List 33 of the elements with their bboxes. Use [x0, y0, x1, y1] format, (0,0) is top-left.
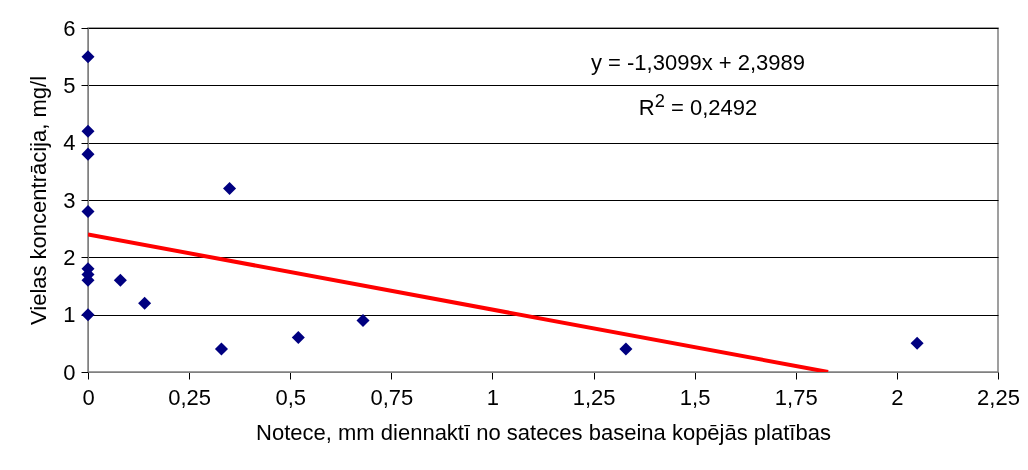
- point: [113, 273, 127, 287]
- x-tick-label: 0,5: [275, 384, 307, 410]
- x-tick-label: 1,75: [774, 384, 818, 410]
- x-tick-label: 1,25: [572, 384, 616, 410]
- point: [223, 182, 237, 196]
- point: [291, 331, 305, 345]
- y-tick-label: 2: [63, 244, 76, 270]
- annotation: R$^{2}$ = 0,2492: [637, 90, 759, 122]
- point: [356, 313, 370, 327]
- point: [81, 204, 95, 218]
- point: [910, 336, 924, 350]
- y-tick-label: 6: [63, 15, 76, 41]
- x-tick-label: 2,25: [977, 384, 1020, 410]
- point: [619, 342, 633, 356]
- annotation: y = -1,3099x + 2,3989: [589, 50, 807, 76]
- x-axis-title: Notece, mm diennaktī no sateces baseina kopējās platības: [256, 419, 831, 445]
- point: [214, 342, 228, 356]
- x-tick-label: 1,5: [679, 384, 711, 410]
- x-tick-label: 0,25: [168, 384, 212, 410]
- y-tick-label: 0: [63, 359, 76, 385]
- point: [81, 147, 95, 161]
- y-axis-title: Vielas koncentrācija, mg/l: [26, 75, 52, 326]
- x-tick-label: 0,75: [370, 384, 414, 410]
- y-tick-label: 3: [63, 187, 76, 213]
- x-tick-label: 0: [82, 384, 95, 410]
- y-tick-label: 1: [63, 302, 76, 328]
- y-tick-label: 4: [63, 130, 76, 156]
- y-tick-label: 5: [63, 72, 76, 98]
- point: [81, 50, 95, 64]
- point: [81, 124, 95, 138]
- point: [138, 296, 152, 310]
- x-tick-label: 1: [486, 384, 500, 410]
- x-tick-label: 2: [891, 384, 904, 410]
